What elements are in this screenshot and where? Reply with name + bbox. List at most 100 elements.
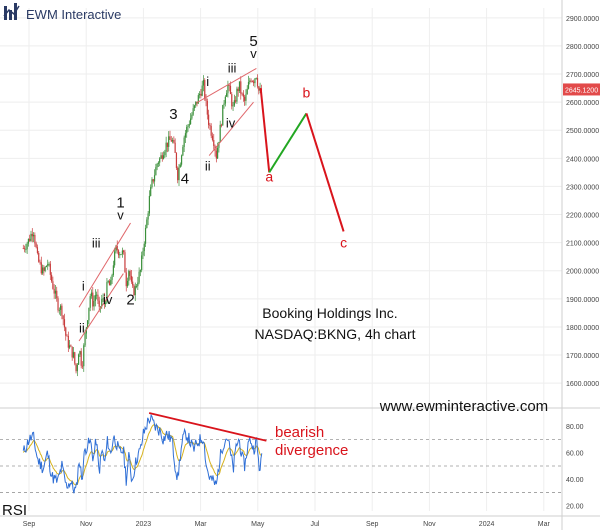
candle-body — [32, 234, 35, 237]
candle-body — [115, 245, 117, 252]
candle-body — [65, 327, 67, 336]
candle-body — [49, 263, 51, 275]
candle-body — [56, 290, 58, 299]
candle-body — [235, 100, 237, 102]
y-tick-label: 2200.0000 — [566, 213, 599, 220]
candle-body — [105, 302, 107, 305]
candle-body — [34, 234, 36, 244]
candle-body — [173, 140, 175, 143]
candle-body — [99, 306, 102, 308]
candle-body — [133, 285, 135, 296]
channel-line — [208, 101, 254, 156]
candle-body — [121, 250, 123, 255]
candle-body — [138, 271, 140, 283]
candle-body — [97, 294, 99, 301]
wave-label: iii — [92, 236, 101, 251]
candle-body — [251, 81, 253, 83]
candle-body — [174, 142, 176, 153]
candle-body — [160, 155, 162, 159]
y-tick-label: 2300.0000 — [566, 184, 599, 191]
candle-body — [245, 94, 247, 101]
candle-body — [171, 140, 174, 142]
candle-body — [155, 167, 157, 176]
candle-body — [75, 363, 77, 372]
candle-body — [202, 80, 205, 86]
candle-body — [253, 81, 255, 84]
candle-body — [146, 219, 148, 228]
candle-body — [195, 101, 197, 106]
candle-body — [218, 141, 220, 148]
candle-body — [153, 175, 156, 182]
candle-body — [114, 251, 116, 266]
rsi-panel: 80.00 60.00 40.00 20.00 — [0, 412, 584, 511]
divergence-label-line2: divergence — [275, 442, 348, 459]
candle-body — [223, 103, 225, 105]
candle-body — [250, 80, 252, 82]
x-tick-label: Sep — [23, 521, 36, 528]
candle-body — [222, 104, 224, 126]
candle-body — [76, 364, 78, 372]
candle-body — [35, 243, 37, 248]
candle-body — [40, 262, 42, 274]
candle-body — [98, 300, 100, 307]
candle-body — [226, 93, 228, 97]
projection-label: a — [265, 168, 273, 184]
wave-label: 2 — [126, 291, 134, 308]
candle-body — [106, 282, 108, 303]
candle-body — [79, 351, 81, 355]
candle-body — [170, 139, 172, 142]
candle-body — [191, 114, 193, 119]
candle-body — [81, 365, 84, 367]
candle-body — [30, 233, 32, 241]
candle-body — [180, 155, 183, 165]
candle-body — [52, 281, 54, 289]
wave-label: ii — [79, 321, 85, 336]
candle-body — [66, 335, 68, 337]
x-tick-label: Jul — [311, 521, 320, 528]
rsi-tick-label: 60.00 — [566, 451, 584, 458]
time-axis: Sep Nov 2023 Mar May Jul Sep Nov 2024 Mar — [23, 521, 551, 528]
candle-body — [70, 345, 72, 347]
wave-label: v — [117, 207, 124, 222]
candle-body — [50, 274, 53, 282]
candle-body — [187, 125, 189, 128]
logo-text: EWM Interactive — [26, 7, 121, 22]
candle-body — [237, 88, 239, 92]
candle-body — [44, 266, 46, 271]
y-tick-label: 2500.0000 — [566, 128, 599, 135]
candle-body — [182, 146, 184, 156]
candle-body — [254, 78, 256, 84]
candle-body — [161, 155, 163, 159]
candle-body — [60, 305, 62, 310]
wave-label: 5 — [249, 33, 257, 50]
candle-body — [150, 187, 152, 196]
rsi-tick-label: 40.00 — [566, 477, 584, 484]
candle-body — [67, 335, 69, 348]
wave-label: iv — [103, 292, 113, 307]
candle-body — [258, 86, 260, 91]
rsi-signal-line — [22, 424, 262, 486]
candle-body — [78, 354, 80, 365]
candle-body — [132, 281, 134, 286]
candle-body — [196, 101, 198, 104]
candle-body — [157, 162, 160, 164]
candle-body — [93, 300, 95, 307]
projection-second-leg — [268, 112, 308, 173]
divergence-line — [148, 412, 267, 442]
candle-body — [130, 275, 132, 282]
x-tick-label: Nov — [423, 521, 436, 528]
wave-label: ii — [205, 158, 211, 173]
candle-body — [220, 124, 223, 126]
candle-body — [144, 227, 147, 244]
x-tick-label: May — [251, 521, 265, 528]
candle-body — [147, 213, 149, 220]
website-url: www.ewminteractive.com — [379, 398, 548, 415]
candle-body — [208, 114, 210, 125]
channel-line — [78, 273, 124, 342]
candle-body — [69, 345, 71, 348]
candle-body — [26, 243, 28, 250]
candle-body — [143, 243, 145, 252]
projection-third-leg — [305, 113, 345, 232]
channel-line — [78, 222, 131, 308]
